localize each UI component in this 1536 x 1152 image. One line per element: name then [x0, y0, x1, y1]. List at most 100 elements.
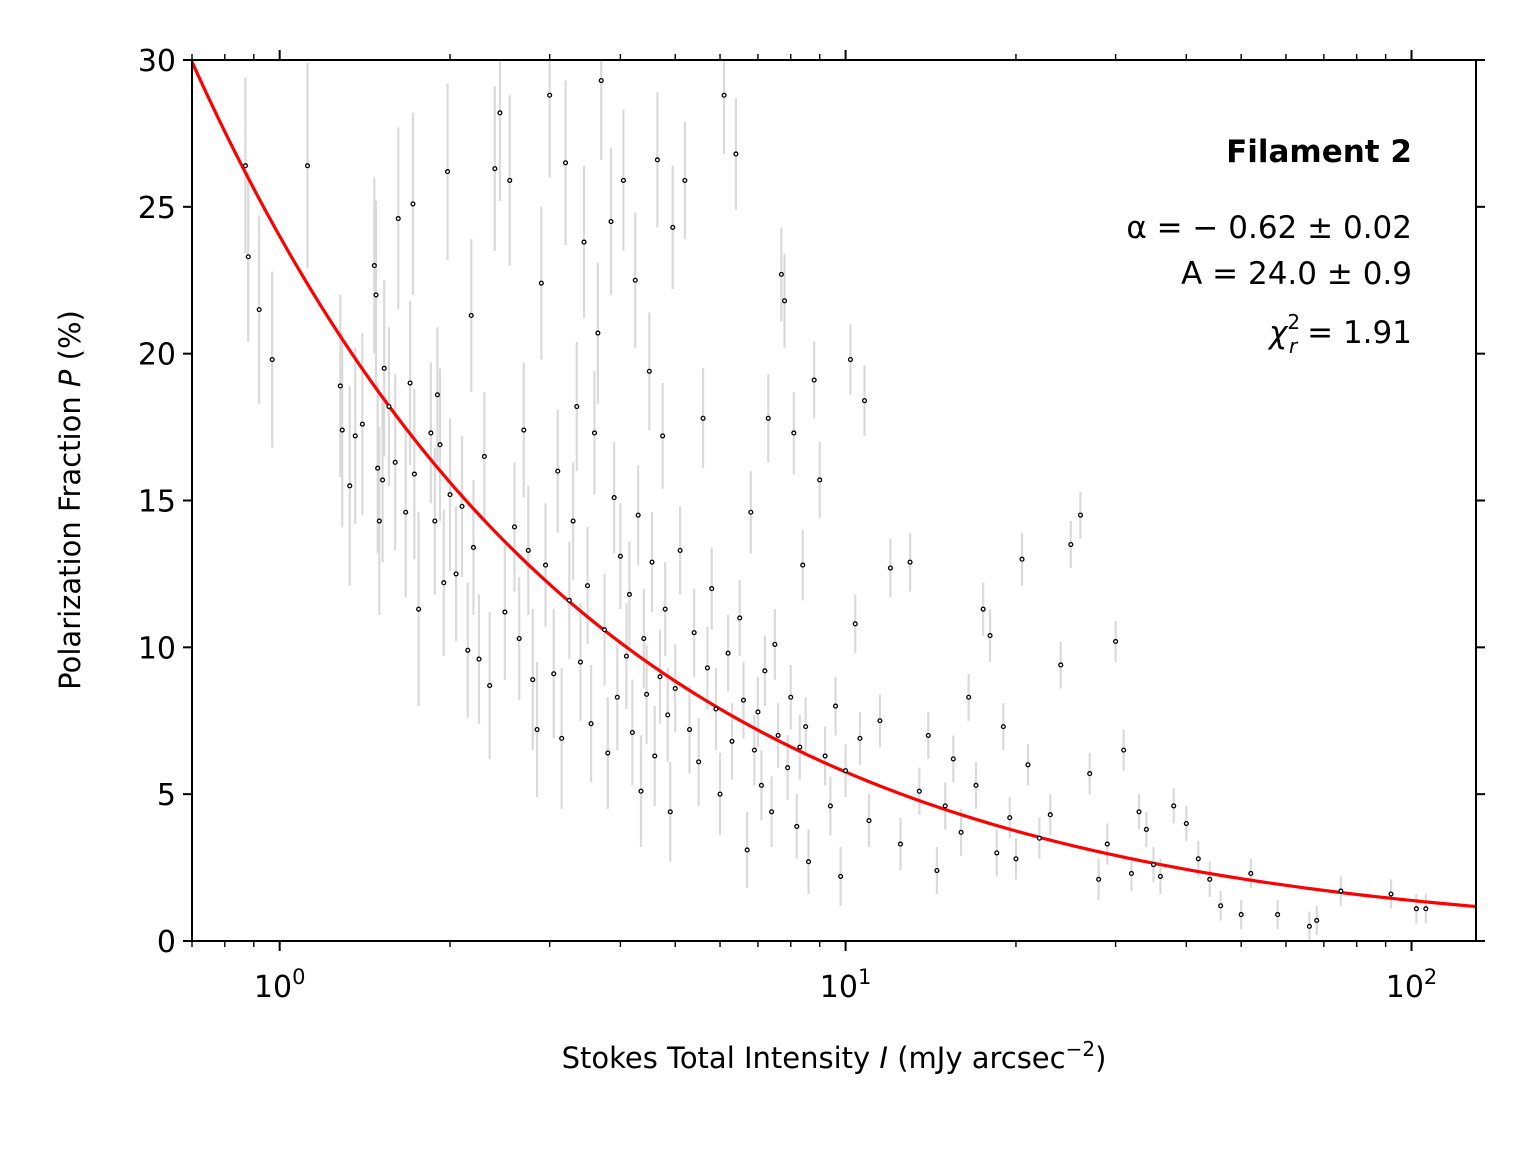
data-point	[605, 750, 611, 756]
data-point	[769, 809, 775, 815]
data-point	[617, 553, 623, 559]
annotation-chi2: χ2 r = 1.91	[1267, 310, 1412, 358]
data-point	[445, 169, 451, 175]
data-point	[476, 656, 482, 662]
x-tick-label-base: 10	[820, 970, 858, 1005]
fit-layer	[192, 61, 1476, 909]
y-axis-title-suffix: (%)	[53, 310, 87, 369]
data-point	[670, 224, 676, 230]
data-point	[1150, 862, 1157, 868]
y-tick-label: 30	[138, 44, 176, 79]
data-point	[682, 177, 688, 183]
x-tick-label: 101	[820, 965, 872, 1005]
data-point	[359, 421, 365, 427]
data-point	[432, 518, 438, 524]
data-point	[304, 163, 311, 169]
x-tick-label-exp: 2	[1424, 965, 1437, 989]
data-point	[1157, 873, 1163, 879]
data-point	[797, 744, 803, 750]
data-point	[1087, 771, 1093, 777]
data-point	[373, 292, 379, 298]
data-point	[242, 163, 248, 169]
data-point	[595, 330, 601, 336]
y-tick-label: 5	[157, 778, 176, 813]
data-point	[611, 495, 617, 501]
data-point	[861, 398, 868, 404]
data-point	[530, 677, 536, 683]
data-point	[1007, 815, 1013, 821]
data-point	[551, 671, 557, 677]
data-point	[407, 380, 413, 386]
data-point	[1113, 638, 1119, 645]
data-point	[1218, 903, 1224, 909]
data-point	[347, 483, 353, 489]
y-tick-label: 10	[138, 631, 176, 666]
data-point	[665, 712, 671, 718]
data-points-layer	[242, 78, 1429, 929]
data-point	[1143, 826, 1149, 832]
data-point	[805, 859, 812, 865]
data-point	[778, 271, 784, 277]
data-point	[256, 307, 262, 313]
data-point	[591, 430, 598, 436]
annotation-chi2-value: = 1.91	[1297, 315, 1412, 351]
data-point	[1413, 906, 1419, 912]
data-point	[866, 818, 872, 824]
data-point	[1136, 809, 1142, 815]
data-point	[877, 718, 883, 724]
data-point	[672, 685, 678, 691]
data-point	[644, 691, 650, 697]
data-point	[677, 547, 683, 553]
data-point	[958, 829, 964, 835]
data-point	[687, 727, 693, 733]
data-point	[811, 377, 817, 383]
data-point	[1238, 912, 1244, 918]
annotation-chi2-exponent: 2	[1287, 310, 1300, 334]
data-point	[555, 468, 561, 474]
data-point	[1000, 724, 1006, 730]
data-point	[381, 365, 387, 371]
x-tick-label: 102	[1386, 965, 1438, 1005]
data-point	[547, 92, 553, 98]
data-point	[700, 415, 706, 421]
data-point	[588, 721, 594, 727]
data-point	[380, 477, 386, 483]
data-point	[1104, 841, 1110, 847]
data-point	[934, 867, 940, 874]
data-point	[817, 477, 823, 483]
data-point	[534, 727, 540, 733]
data-point	[395, 216, 401, 222]
data-point	[1275, 912, 1281, 918]
data-point	[803, 724, 809, 730]
data-point	[791, 430, 797, 436]
data-point	[1171, 803, 1177, 809]
data-point	[1077, 512, 1083, 518]
data-point	[721, 92, 727, 98]
data-point	[525, 547, 531, 553]
y-axis-title-var: P	[53, 369, 87, 387]
data-point	[638, 788, 644, 794]
x-axis-title: Stokes Total Intensity I (mJy arcsec−2)	[562, 1037, 1107, 1075]
data-point	[497, 110, 503, 116]
data-point	[635, 512, 641, 518]
data-point	[744, 847, 750, 853]
data-point	[465, 647, 471, 653]
data-point	[375, 465, 381, 471]
x-tick-label-exp: 1	[858, 965, 871, 989]
x-axis-title-prefix: Stokes Total Intensity	[562, 1041, 880, 1075]
data-point	[632, 277, 638, 283]
data-point	[1207, 876, 1213, 882]
data-point	[973, 782, 979, 788]
data-point	[740, 697, 747, 703]
data-point	[1183, 820, 1189, 827]
data-point	[481, 453, 487, 460]
data-point	[459, 503, 465, 509]
data-point	[822, 753, 828, 759]
data-point	[785, 765, 791, 771]
data-point	[521, 427, 527, 433]
data-point	[1058, 662, 1064, 668]
data-point	[887, 565, 893, 571]
data-point	[371, 263, 377, 269]
data-point	[559, 735, 565, 741]
